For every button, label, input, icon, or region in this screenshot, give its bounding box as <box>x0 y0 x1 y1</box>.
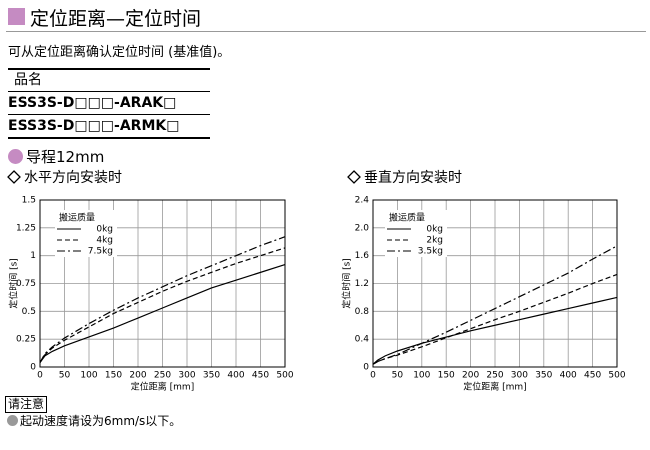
y-tick-label: 1.6 <box>355 251 370 261</box>
legend-label: 0kg <box>426 225 443 235</box>
y-tick-label: 0.25 <box>16 335 36 345</box>
title-marker <box>8 8 25 25</box>
y-tick-label: 0.75 <box>16 279 36 289</box>
chart-title: 垂直方向安装时 <box>364 169 462 186</box>
title-diamond <box>347 170 361 184</box>
x-tick-label: 500 <box>608 371 625 381</box>
x-tick-label: 400 <box>560 371 577 381</box>
y-tick-label: 0 <box>363 363 369 373</box>
plot-frame <box>39 199 286 368</box>
x-tick-label: 350 <box>203 371 220 381</box>
legend-label: 7.5kg <box>88 247 113 257</box>
x-axis-label: 定位距离 [mm] <box>463 381 526 393</box>
x-tick-label: 250 <box>154 371 171 381</box>
y-tick-label: 1.5 <box>22 196 36 206</box>
series-line <box>372 245 618 365</box>
chart: 水平方向安装时 0 0.25 0.5 0.75 1 1.25 1.5 0 50 100 150 200 2… <box>7 170 294 393</box>
y-tick-label: 1.25 <box>16 223 36 233</box>
chart-title: 水平方向安装时 <box>24 170 122 186</box>
description: 可从定位距离确认定位时间 (基准值)。 <box>8 45 231 60</box>
chart: 垂直方向安装时 0 0.4 0.8 1.2 1.6 2.0 2.4 0 50 100 150 200 25… <box>341 169 626 393</box>
x-tick-label: 350 <box>535 371 552 381</box>
legend-label: 0kg <box>96 225 113 235</box>
y-tick-label: 1 <box>30 251 36 261</box>
x-tick-label: 500 <box>276 371 293 381</box>
x-tick-label: 300 <box>178 371 195 381</box>
x-tick-label: 100 <box>80 371 97 381</box>
y-tick-label: 2.0 <box>355 223 370 233</box>
table-row: ESS3S-D□□□-ARAK□ <box>8 92 210 115</box>
legend-label: 2kg <box>426 236 443 246</box>
series-line <box>39 236 286 363</box>
note-label: 请注意 <box>5 396 48 413</box>
title-diamond <box>7 170 21 184</box>
x-tick-label: 300 <box>511 371 528 381</box>
x-tick-label: 450 <box>252 371 269 381</box>
x-tick-label: 450 <box>584 371 601 381</box>
y-tick-label: 0.8 <box>355 307 370 317</box>
y-tick-label: 1.2 <box>355 279 369 289</box>
y-axis-label: 定位时间 [s] <box>341 258 353 309</box>
x-tick-label: 150 <box>105 371 122 381</box>
legend-title: 搬运质量 <box>389 212 425 224</box>
note-text: 起动速度请设为6mm/s以下。 <box>20 414 182 428</box>
x-tick-label: 50 <box>59 371 71 381</box>
y-tick-label: 0.5 <box>22 307 36 317</box>
y-tick-label: 2.4 <box>355 196 370 206</box>
x-tick-label: 400 <box>227 371 244 381</box>
title-rule <box>6 31 646 32</box>
plot-frame <box>372 199 618 368</box>
legend-label: 3.5kg <box>418 247 443 257</box>
x-tick-label: 0 <box>370 371 376 381</box>
x-tick-label: 50 <box>392 371 404 381</box>
y-tick-label: 0 <box>30 363 36 373</box>
series-line <box>39 264 286 363</box>
legend-box <box>385 210 447 257</box>
table-header: 品名 <box>8 70 210 92</box>
section-title: 导程12mm <box>26 148 105 166</box>
x-tick-label: 150 <box>438 371 455 381</box>
section-marker <box>8 149 23 164</box>
note-marker <box>7 415 18 426</box>
page-title: 定位距离—定位时间 <box>30 8 202 30</box>
x-tick-label: 200 <box>462 371 479 381</box>
x-tick-label: 250 <box>486 371 503 381</box>
x-axis-label: 定位距离 [mm] <box>131 381 194 393</box>
x-tick-label: 0 <box>37 371 43 381</box>
x-tick-label: 100 <box>413 371 430 381</box>
y-tick-label: 0.4 <box>355 335 370 345</box>
series-line <box>372 296 618 365</box>
y-axis-label: 定位时间 [s] <box>8 258 20 309</box>
legend-box <box>55 210 117 257</box>
legend-title: 搬运质量 <box>59 212 95 224</box>
x-tick-label: 200 <box>129 371 146 381</box>
legend-label: 4kg <box>96 236 113 246</box>
product-table: 品名 ESS3S-D□□□-ARAK□ ESS3S-D□□□-ARMK□ <box>8 68 210 139</box>
series-line <box>39 247 286 363</box>
table-row: ESS3S-D□□□-ARMK□ <box>8 118 180 134</box>
